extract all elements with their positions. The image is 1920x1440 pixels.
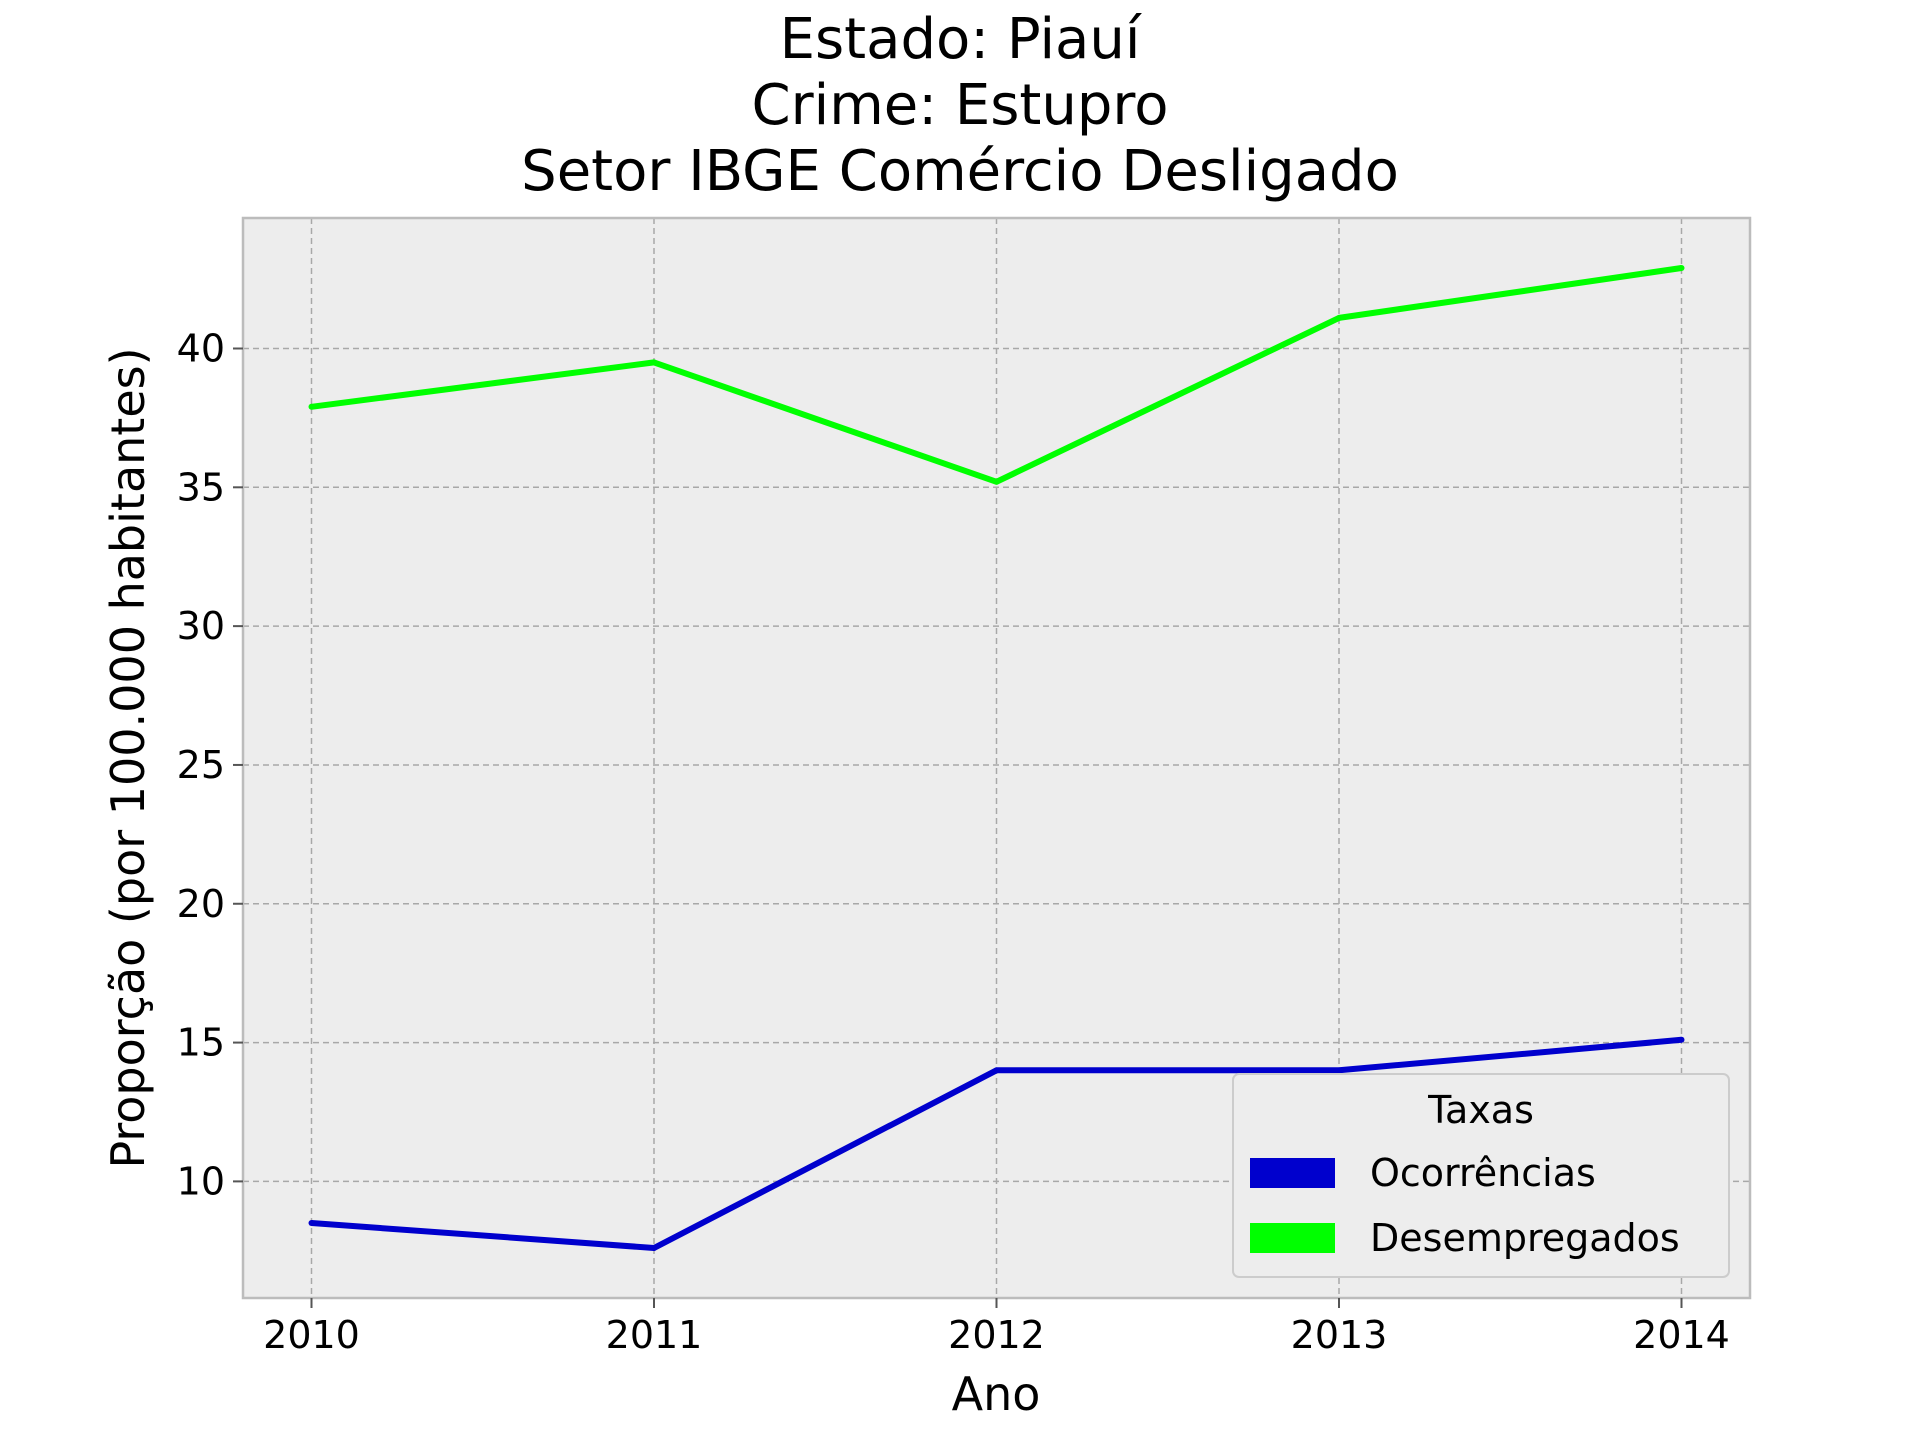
data-point-desempregados <box>1336 314 1342 321</box>
data-point-desempregados <box>651 359 657 366</box>
data-point-ocorrencias <box>308 1220 315 1227</box>
legend-swatch-ocorrencias <box>1250 1158 1335 1188</box>
data-point-desempregados <box>308 403 315 410</box>
legend-label-desempregados: Desempregados <box>1370 1216 1680 1260</box>
y-axis-label: Proporção (por 100.000 habitantes) <box>101 347 155 1168</box>
data-point-ocorrencias <box>993 1067 1000 1074</box>
title-line-2: Crime: Estupro <box>752 73 1169 138</box>
x-axis-ticks: 2010 2011 2012 2013 2014 <box>263 1298 1730 1357</box>
legend: Taxas Ocorrências Desempregados <box>1232 1073 1730 1278</box>
legend-box <box>1232 1073 1730 1278</box>
y-tick-label: 25 <box>177 743 225 787</box>
title-line-3: Setor IBGE Comércio Desligado <box>521 139 1399 204</box>
legend-label-ocorrencias: Ocorrências <box>1370 1151 1596 1195</box>
y-tick-label: 20 <box>177 882 225 926</box>
series-layer <box>308 264 1685 1252</box>
data-point-desempregados <box>1678 264 1685 271</box>
grid <box>243 218 1750 1298</box>
x-axis-label: Ano <box>952 1367 1041 1421</box>
chart-title: Estado: Piauí Crime: Estupro Setor IBGE … <box>521 7 1399 204</box>
y-tick-label: 10 <box>177 1159 225 1203</box>
y-tick-label: 30 <box>177 604 225 648</box>
x-tick-label: 2010 <box>263 1313 360 1357</box>
legend-swatch-desempregados <box>1250 1223 1335 1253</box>
legend-title: Taxas <box>1427 1088 1534 1132</box>
data-point-ocorrencias <box>651 1245 657 1252</box>
x-tick-label: 2013 <box>1291 1313 1388 1357</box>
y-tick-label: 40 <box>177 326 225 370</box>
y-axis-ticks: 10 15 20 25 30 35 40 <box>177 326 243 1203</box>
title-line-1: Estado: Piauí <box>780 7 1143 72</box>
x-tick-label: 2012 <box>948 1313 1045 1357</box>
x-tick-label: 2011 <box>606 1313 703 1357</box>
y-tick-label: 35 <box>177 465 225 509</box>
data-point-ocorrencias <box>1678 1036 1685 1043</box>
data-point-ocorrencias <box>1336 1067 1342 1074</box>
x-tick-label: 2014 <box>1633 1313 1730 1357</box>
y-tick-label: 15 <box>177 1021 225 1065</box>
data-point-desempregados <box>993 478 1000 485</box>
